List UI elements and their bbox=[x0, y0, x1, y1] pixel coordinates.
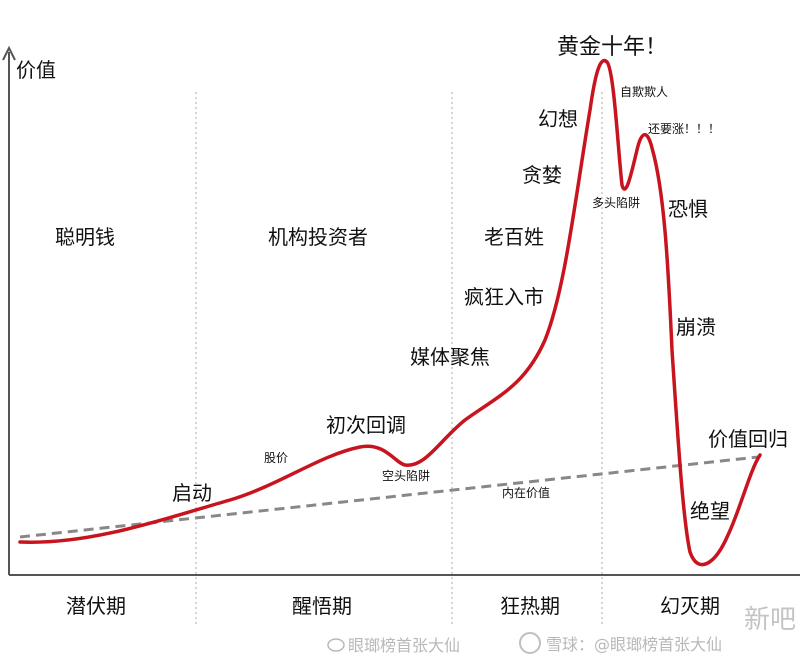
label-frenzy: 疯狂入市 bbox=[464, 285, 544, 309]
axes bbox=[2, 45, 800, 576]
phase-awakening: 醒悟期 bbox=[292, 594, 352, 618]
label-peak: 黄金十年！ bbox=[557, 35, 667, 60]
phase-disillusion: 幻灭期 bbox=[660, 594, 720, 618]
label-first-pullback: 初次回调 bbox=[326, 413, 406, 437]
label-more-gains: 还要涨！！！ bbox=[648, 121, 720, 136]
participant-retail: 老百姓 bbox=[484, 225, 544, 249]
label-bull-trap: 多头陷阱 bbox=[592, 195, 640, 210]
label-fear: 恐惧 bbox=[668, 197, 708, 221]
label-self-deception: 自欺欺人 bbox=[620, 85, 668, 99]
watermark-right: 雪球：@眼瑯榜首张大仙 bbox=[519, 632, 722, 654]
watermark-right-text: 雪球：@眼瑯榜首张大仙 bbox=[546, 635, 722, 654]
label-return-to-value: 价值回归 bbox=[708, 427, 788, 451]
price-curve bbox=[18, 58, 762, 567]
intrinsic-value-line bbox=[19, 455, 759, 539]
label-collapse: 崩溃 bbox=[676, 315, 716, 339]
label-greed: 贪婪 bbox=[522, 163, 562, 187]
label-start: 启动 bbox=[172, 481, 212, 505]
weibo-icon bbox=[327, 638, 345, 652]
label-media-focus: 媒体聚焦 bbox=[410, 345, 490, 369]
label-intrinsic-value: 内在价值 bbox=[502, 485, 550, 500]
participant-smart-money: 聪明钱 bbox=[55, 225, 115, 249]
label-despair: 绝望 bbox=[690, 499, 730, 523]
phase-frenzy: 狂热期 bbox=[500, 594, 560, 618]
label-bear-trap: 空头陷阱 bbox=[382, 468, 430, 483]
y-axis-arrow bbox=[2, 45, 16, 61]
phase-latent: 潜伏期 bbox=[66, 594, 126, 618]
watermark-corner: 新吧 bbox=[744, 605, 796, 635]
participant-institutional: 机构投资者 bbox=[268, 225, 368, 249]
label-fantasy: 幻想 bbox=[538, 107, 578, 131]
label-price: 股价 bbox=[264, 451, 288, 465]
y-axis-label: 价值 bbox=[16, 58, 56, 82]
watermark-left: 眼瑯榜首张大仙 bbox=[327, 636, 460, 655]
phase-dividers bbox=[195, 92, 603, 625]
watermark-left-text: 眼瑯榜首张大仙 bbox=[348, 636, 460, 655]
snowball-icon bbox=[519, 632, 541, 654]
